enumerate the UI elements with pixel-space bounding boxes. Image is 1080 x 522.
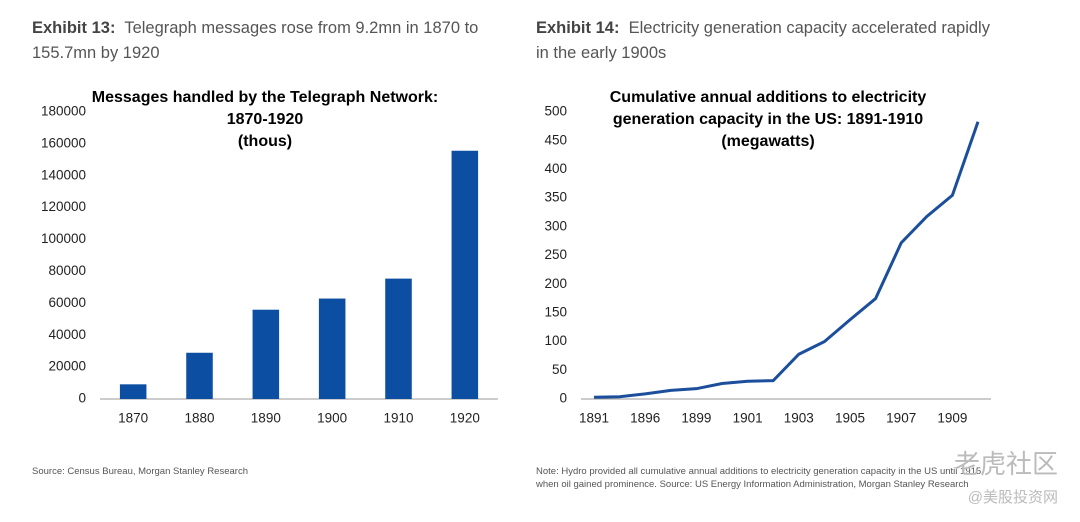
y-tick-label: 0 [78,391,86,406]
exhibit-text: Telegraph messages rose from 9.2mn in 18… [32,19,479,62]
y-tick-label: 450 [544,132,567,147]
exhibit-label: Exhibit 14: [536,19,620,37]
y-tick-label: 500 [544,104,567,119]
y-tick-label: 120000 [41,199,86,214]
x-tick-label: 1870 [118,411,148,426]
y-tick-label: 180000 [41,104,86,119]
source: Source: Census Bureau, Morgan Stanley Re… [32,466,248,477]
x-tick-label: 1905 [835,411,865,426]
y-tick-label: 300 [544,218,567,233]
exhibit-label: Exhibit 13: [32,19,116,37]
x-tick-label: 1903 [784,411,814,426]
x-tick-label: 1920 [450,411,480,426]
y-tick-label: 200 [544,276,567,291]
y-tick-label: 20000 [48,359,86,374]
y-tick-label: 40000 [48,327,86,342]
exhibit-heading: Exhibit 13: Telegraph messages rose from… [32,16,502,66]
y-tick-label: 400 [544,161,567,176]
bar [186,352,213,399]
chart-title: 1870-1920 [227,111,304,128]
x-tick-label: 1909 [937,411,967,426]
y-tick-label: 350 [544,190,567,205]
source: Note: Hydro provided all cumulative annu… [536,466,984,490]
watermark: @美股投资网 [967,489,1058,506]
y-tick-label: 250 [544,247,567,262]
y-tick-label: 140000 [41,167,86,182]
watermark: 老虎社区 [953,449,1058,479]
bar [252,309,280,399]
y-tick-label: 0 [559,391,567,406]
bar [451,150,479,399]
x-tick-label: 1910 [383,411,413,426]
y-tick-label: 100 [544,333,567,348]
exhibit-heading: Exhibit 14: Electricity generation capac… [536,16,1006,66]
bar [385,278,412,399]
x-tick-label: 1896 [630,411,660,426]
x-tick-label: 1900 [317,411,347,426]
x-tick-label: 1901 [733,411,763,426]
chart-title: generation capacity in the US: 1891-1910 [613,111,923,128]
x-tick-label: 1890 [251,411,281,426]
bar [318,298,346,399]
chart-title: Messages handled by the Telegraph Networ… [92,89,438,106]
y-tick-label: 100000 [41,231,86,246]
bar [119,384,147,399]
chart-title: (thous) [238,133,292,150]
y-tick-label: 150 [544,304,567,319]
y-tick-label: 80000 [48,263,86,278]
chart-title: Cumulative annual additions to electrici… [610,89,927,106]
x-tick-label: 1880 [184,411,214,426]
chart-title: (megawatts) [721,133,814,150]
y-tick-label: 160000 [41,135,86,150]
exhibit-text: Electricity generation capacity accelera… [536,19,990,62]
x-tick-label: 1907 [886,411,916,426]
line [593,121,980,399]
y-tick-label: 60000 [48,295,86,310]
x-tick-label: 1899 [681,411,711,426]
x-tick-label: 1891 [579,411,609,426]
y-tick-label: 50 [552,362,567,377]
